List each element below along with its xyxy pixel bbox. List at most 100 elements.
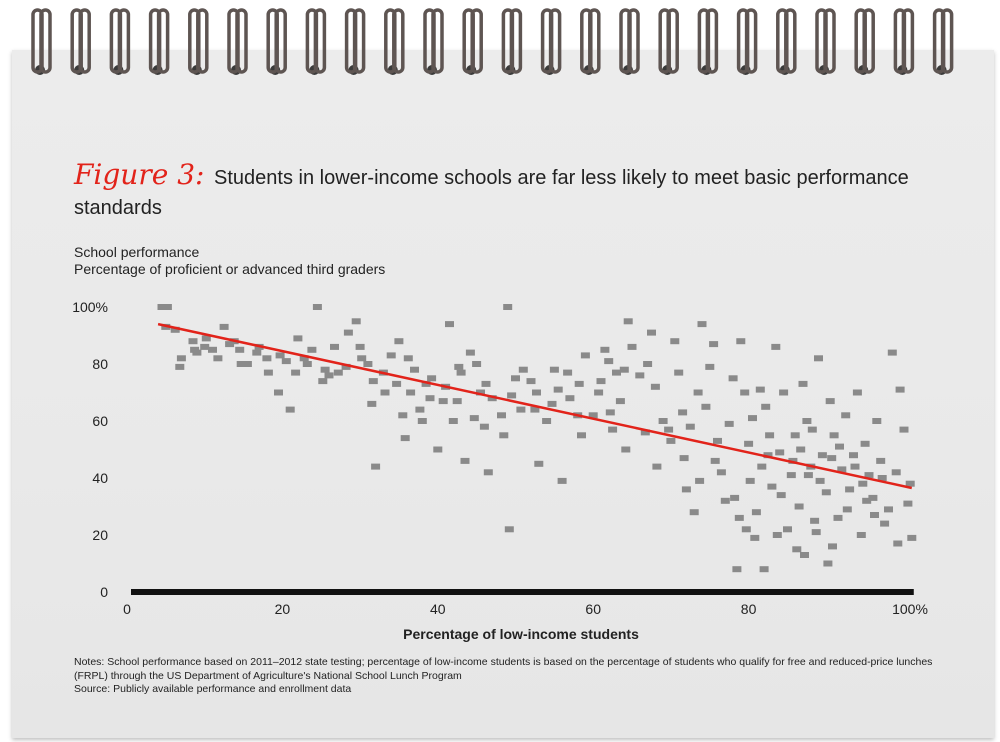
scatter-point: [695, 477, 705, 484]
y-tick-label: 60: [92, 413, 108, 429]
binding-ring: [70, 8, 91, 75]
scatter-point: [487, 395, 497, 402]
y-tick-label: 40: [92, 470, 108, 486]
scatter-point: [858, 480, 868, 487]
figure-title: Students in lower-income schools are far…: [74, 167, 909, 219]
scatter-point: [775, 449, 785, 456]
scatter-point: [763, 452, 773, 459]
binding-ring: [932, 8, 954, 75]
binding-ring: [188, 8, 209, 75]
scatter-point: [895, 386, 905, 393]
scatter-point: [499, 432, 509, 439]
binding-ring: [736, 8, 758, 75]
scatter-point: [710, 457, 720, 464]
binding-ring: [854, 8, 875, 75]
scatter-point: [635, 372, 645, 379]
scatter-point: [623, 318, 633, 325]
binding-ring: [697, 8, 719, 75]
binding-ring: [423, 8, 444, 75]
scatter-point: [670, 338, 680, 345]
binding-ring: [227, 8, 248, 75]
scatter-point: [612, 369, 621, 376]
scatter-point: [744, 440, 754, 447]
scatter-point: [716, 469, 726, 476]
scatter-point: [307, 346, 317, 353]
scatter-point: [823, 560, 833, 567]
scatter-point: [860, 440, 870, 447]
scatter-point: [748, 415, 757, 422]
scatter-point: [815, 477, 825, 484]
scatter-point: [274, 389, 283, 396]
scatter-point: [767, 483, 777, 490]
scatter-point: [796, 446, 806, 453]
scatter-point: [627, 343, 637, 350]
scatter-point: [884, 506, 893, 513]
scatter-point: [351, 318, 361, 325]
scatter-point: [343, 329, 353, 336]
notes-block: Notes: School performance based on 2011–…: [74, 656, 934, 697]
scatter-point: [476, 389, 485, 396]
scatter-point: [828, 543, 837, 550]
scatter-point: [821, 489, 831, 496]
scatter-point: [557, 477, 567, 484]
scatter-point: [643, 361, 653, 367]
notes-text: Notes: School performance based on 2011–…: [74, 656, 933, 682]
x-tick-label: 40: [430, 601, 446, 617]
binding-ring: [501, 8, 523, 75]
scatter-point: [685, 423, 695, 430]
scatter-point: [511, 375, 520, 382]
binding-ring: [148, 8, 170, 75]
binding-ring: [31, 8, 52, 75]
scatter-point: [829, 432, 839, 439]
scatter-point: [728, 375, 738, 382]
scatter-point: [903, 500, 913, 507]
scatter-point: [792, 546, 802, 553]
scatter-point: [880, 520, 890, 527]
scatter-point: [664, 426, 674, 433]
scatter-point: [833, 514, 843, 521]
scatter-point: [798, 380, 808, 387]
scatter-point: [427, 375, 437, 382]
scatter-point: [772, 532, 782, 538]
scatter-point: [213, 355, 223, 362]
scatter-point: [751, 509, 761, 516]
scatter-point: [380, 389, 390, 396]
scatter-point: [201, 335, 211, 342]
scatter-point: [371, 463, 381, 470]
scatter-point: [175, 363, 185, 370]
scatter-point: [803, 472, 813, 479]
y-tick-label: 20: [92, 527, 108, 543]
scatter-point: [588, 412, 598, 419]
scatter-point: [236, 361, 246, 367]
scatter-point: [302, 361, 312, 367]
scatter-point: [355, 343, 365, 350]
scatter-point: [837, 466, 847, 473]
scatter-point: [281, 358, 291, 365]
scatter-point: [720, 497, 730, 504]
scatter-point: [810, 517, 820, 524]
binding-ring: [619, 8, 640, 75]
scatter-point: [367, 400, 377, 407]
x-axis-label: Percentage of low-income students: [403, 626, 639, 642]
scatter-point: [507, 392, 517, 399]
scatter-point: [761, 403, 771, 410]
scatter-point: [745, 477, 755, 484]
scatter-point: [330, 343, 339, 350]
y-axis-label: School performance Percentage of profici…: [74, 244, 385, 278]
y-tick-label: 100%: [72, 299, 108, 315]
scatter-point: [410, 366, 419, 373]
scatter-point: [724, 420, 734, 427]
scatter-point: [619, 366, 629, 373]
scatter-point: [605, 409, 615, 416]
scatter-point: [190, 346, 200, 353]
scatter-point: [705, 363, 715, 370]
scatter-point: [800, 552, 809, 558]
y-tick-label: 0: [100, 584, 108, 600]
binding-ring: [815, 8, 836, 75]
scatter-point: [170, 326, 180, 333]
scatter-point: [713, 437, 722, 444]
scatter-point: [811, 529, 821, 536]
scatter-point: [483, 469, 493, 476]
x-tick-label: 100%: [892, 601, 928, 617]
